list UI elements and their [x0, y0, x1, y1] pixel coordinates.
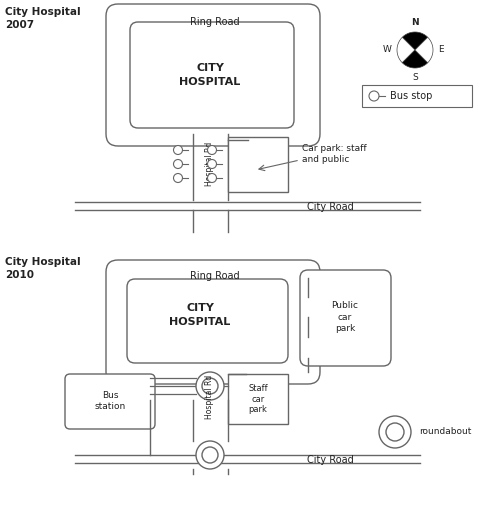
Text: E: E: [438, 46, 444, 54]
Text: W: W: [383, 46, 392, 54]
Polygon shape: [402, 32, 428, 50]
Circle shape: [386, 423, 404, 441]
Circle shape: [202, 378, 218, 394]
FancyBboxPatch shape: [65, 374, 155, 429]
Circle shape: [369, 91, 379, 101]
Circle shape: [379, 416, 411, 448]
Circle shape: [208, 145, 216, 155]
Polygon shape: [415, 37, 433, 63]
Circle shape: [208, 174, 216, 182]
Circle shape: [196, 372, 224, 400]
Text: Bus stop: Bus stop: [390, 91, 433, 101]
Bar: [362, 85, 472, 107]
Text: Hospital Rd: Hospital Rd: [206, 375, 214, 419]
Text: CITY
HOSPITAL: CITY HOSPITAL: [180, 63, 240, 87]
Circle shape: [174, 174, 183, 182]
Text: roundabout: roundabout: [419, 428, 471, 437]
Circle shape: [174, 145, 183, 155]
Circle shape: [196, 441, 224, 469]
Text: Car park: staff
and public: Car park: staff and public: [302, 144, 367, 164]
Bar: [228, 137, 288, 192]
Text: City Hospital
2010: City Hospital 2010: [5, 257, 80, 280]
FancyBboxPatch shape: [300, 270, 391, 366]
Text: Bus
station: Bus station: [95, 391, 126, 411]
Text: S: S: [412, 73, 418, 82]
FancyBboxPatch shape: [127, 279, 288, 363]
Text: Public
car
park: Public car park: [331, 302, 359, 333]
Polygon shape: [397, 37, 415, 63]
FancyBboxPatch shape: [130, 22, 294, 128]
Text: City Hospital
2007: City Hospital 2007: [5, 7, 80, 30]
Text: Hospital Rd: Hospital Rd: [206, 142, 214, 186]
FancyBboxPatch shape: [106, 260, 320, 384]
Text: CITY
HOSPITAL: CITY HOSPITAL: [170, 304, 230, 327]
Circle shape: [208, 160, 216, 168]
Circle shape: [174, 160, 183, 168]
Text: Staff
car
park: Staff car park: [248, 384, 268, 414]
Polygon shape: [402, 50, 428, 68]
Bar: [228, 374, 288, 424]
Text: Ring Road: Ring Road: [190, 17, 240, 27]
Circle shape: [202, 447, 218, 463]
Text: N: N: [411, 18, 419, 27]
FancyBboxPatch shape: [106, 4, 320, 146]
Text: City Road: City Road: [307, 202, 354, 212]
Text: Ring Road: Ring Road: [190, 271, 240, 281]
Text: City Road: City Road: [307, 455, 354, 465]
